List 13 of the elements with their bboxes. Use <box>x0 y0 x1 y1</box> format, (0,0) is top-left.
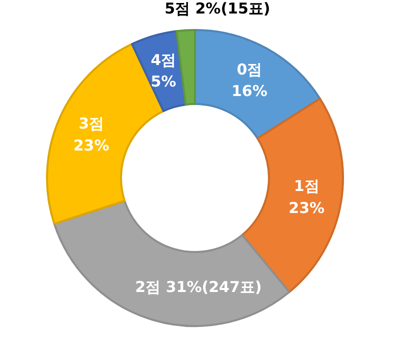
slice-label: 2점 31%(247표) <box>135 278 262 296</box>
slice-label: 1점 <box>294 177 320 196</box>
data-label: 23% <box>288 198 325 217</box>
donut-slice <box>194 29 321 140</box>
data-label: 5% <box>150 72 176 91</box>
slice-label: 5점 2%(15표) <box>164 0 270 18</box>
slice-label: 3점 <box>78 114 104 133</box>
data-label: 23% <box>73 136 110 154</box>
donut-slice <box>53 200 290 327</box>
slice-label: 0점 <box>236 60 262 78</box>
slice-label: 4점 <box>150 50 176 69</box>
data-label: 16% <box>231 82 268 100</box>
donut-slice <box>175 29 196 106</box>
